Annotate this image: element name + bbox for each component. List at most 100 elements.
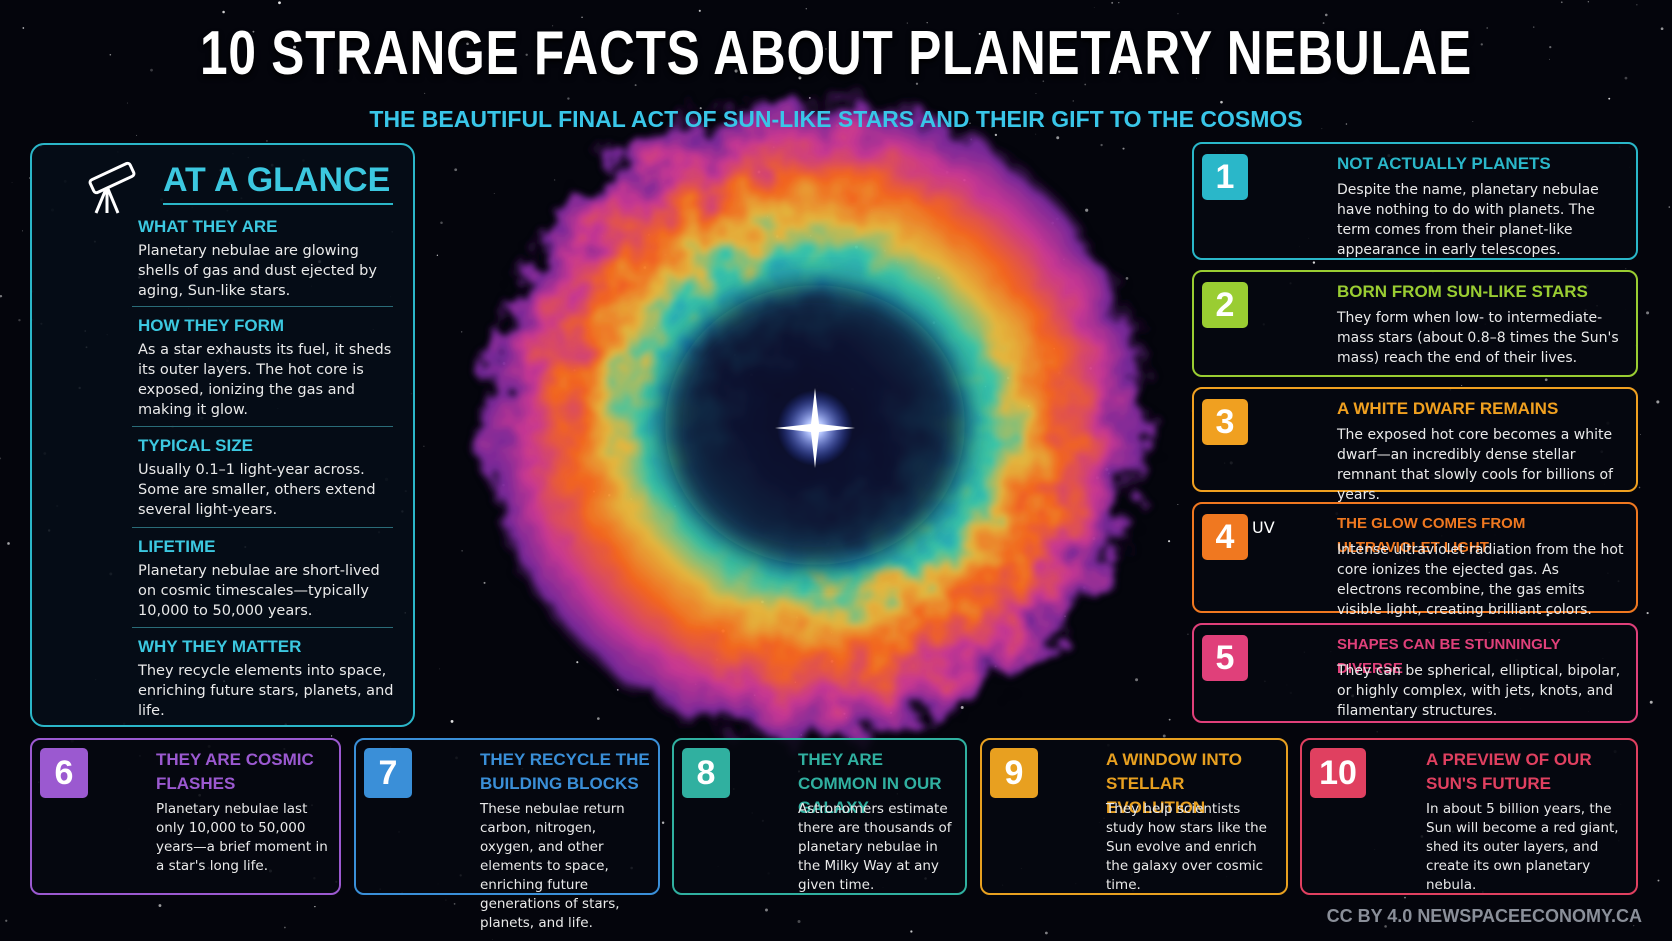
star [1093,6,1095,8]
star [1532,26,1535,28]
star [1640,434,1641,436]
star [825,48,827,50]
star [453,903,456,905]
star [1111,1,1114,4]
fact-number: 2 [1202,282,1248,328]
star [1384,925,1387,928]
star [1321,128,1323,130]
star [466,42,469,46]
fact-number: 8 [682,748,730,798]
star [1322,22,1325,25]
star [1118,2,1120,4]
fact-title: SHAPES CAN BE STUNNINGLY DIVERSE [1337,636,1561,677]
star [489,115,491,117]
star [1187,633,1189,635]
star [1118,70,1121,73]
fact-number: 6 [40,748,88,798]
star [492,939,493,940]
glance-item-title: WHY THEY MATTER [138,637,302,656]
glance-item-text: They recycle elements into space, enrich… [138,663,394,719]
star [1625,268,1627,270]
fact-number: 1 [1202,154,1248,200]
star [1480,43,1483,46]
star [1195,77,1197,79]
fact-text: Planetary nebulae last only 10,000 to 50… [156,801,328,874]
glance-item-text: Planetary nebulae are short-lived on cos… [138,563,380,619]
star [978,32,981,35]
star [1646,611,1649,615]
separator [132,627,393,628]
star [22,27,25,29]
star [1042,80,1045,83]
star [1656,400,1660,404]
star [1546,613,1550,617]
star [1560,1,1563,4]
fact-icon: UV [1252,518,1275,537]
fact-number: 7 [364,748,412,798]
separator [132,426,393,427]
fact-text: Astronomers estimate there are thousands… [798,801,952,893]
star [338,69,342,72]
glance-item-text: As a star exhausts its fuel, it sheds it… [138,342,392,418]
star [1324,13,1328,17]
star [150,68,153,72]
star [18,318,21,322]
star [450,720,454,723]
fact-text: They form when low- to intermediate-mass… [1337,310,1619,366]
star [1638,486,1641,489]
star [734,69,738,73]
star [915,82,919,85]
star [1486,27,1488,29]
subtitle: THE BEAUTIFUL FINAL ACT OF SUN-LIKE STAR… [369,106,1303,132]
star [567,97,570,100]
separator [132,527,393,528]
star [281,34,283,36]
star [1162,734,1166,738]
star [1167,540,1171,543]
fact-text: They help scientists study how stars lik… [1106,801,1267,893]
star [576,661,579,664]
star [330,735,333,737]
central-star-flare [775,388,855,468]
fact-card: 1 NOT ACTUALLY PLANETS Despite the name, p… [1192,142,1638,260]
star [1461,384,1463,386]
star [136,134,138,136]
star [1472,121,1474,123]
fact-number: 4 [1202,514,1248,560]
star [158,904,162,907]
star [0,294,3,298]
star [278,1,281,5]
star [661,821,665,825]
star [461,550,463,552]
star [969,122,971,125]
fact-card: 2 BORN FROM SUN-LIKE STARS They form when … [1192,270,1638,377]
star [1177,13,1179,15]
star [1085,208,1089,212]
star [483,581,486,584]
star [634,84,637,87]
fact-text: These nebulae return carbon, nitrogen, o… [480,801,625,931]
star [1035,93,1037,94]
fact-title: THEY ARE COMMON IN OUR GALAXY [798,750,942,817]
star [1668,206,1671,208]
star [1404,896,1406,899]
star [1084,83,1087,86]
star [1376,731,1378,733]
fact-title: THEY RECYCLE THE BUILDING BLOCKS [480,750,650,793]
fact-title: NOT ACTUALLY PLANETS [1337,154,1551,173]
star [445,899,447,901]
star [314,905,316,908]
fact-card: 9 A WINDOW INTO STELLAR EVOLUTION They hel… [980,738,1288,895]
star [525,53,528,56]
star [252,30,255,33]
star [266,140,268,142]
fact-title: A WINDOW INTO STELLAR EVOLUTION [1106,750,1242,817]
star [5,919,8,922]
star [798,76,802,80]
star [1657,879,1660,882]
star [597,717,600,720]
glance-item-title: LIFETIME [138,537,216,556]
fact-text: Intense ultraviolet radiation from the h… [1337,542,1624,618]
